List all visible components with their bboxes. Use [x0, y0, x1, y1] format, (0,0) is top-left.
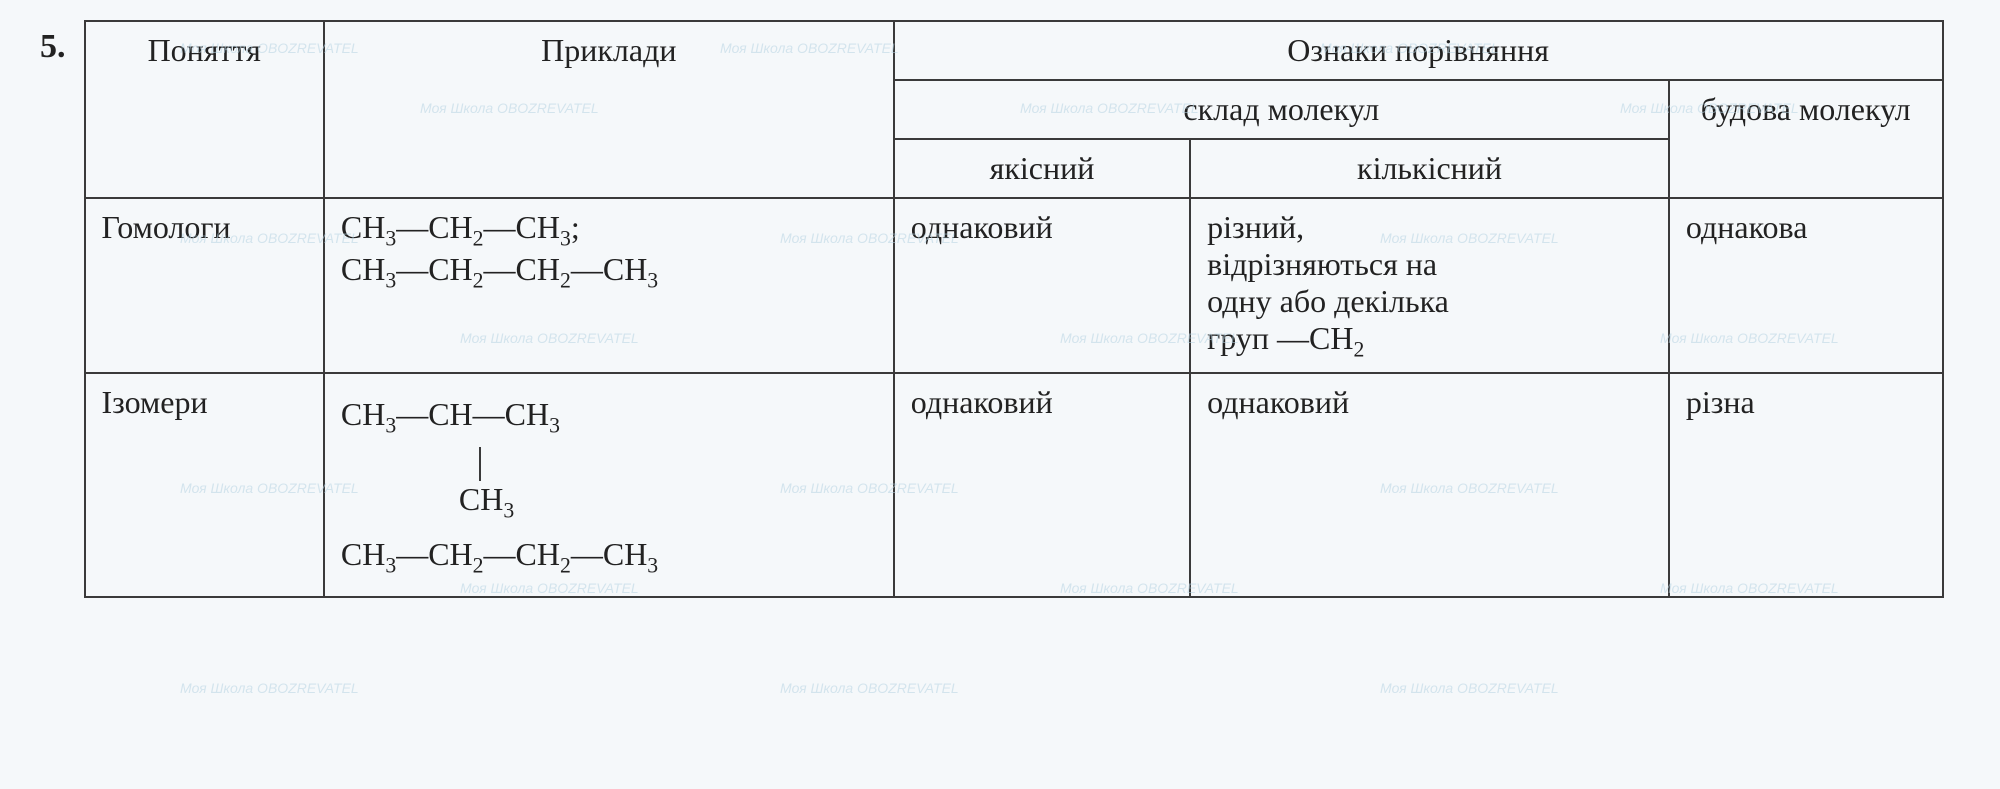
cell-concept: Ізомери: [85, 373, 324, 597]
cell-examples: CH3—CH2—CH3;CH3—CH2—CH2—CH3: [324, 198, 894, 373]
header-examples: Приклади: [324, 21, 894, 198]
comparison-table: Поняття Приклади Ознаки порівняння склад…: [84, 20, 1944, 598]
watermark: Моя Школа OBOZREVATEL: [1380, 680, 1559, 696]
watermark: Моя Школа OBOZREVATEL: [180, 680, 359, 696]
header-row-1: Поняття Приклади Ознаки порівняння: [85, 21, 1943, 80]
watermark: Моя Школа OBOZREVATEL: [780, 680, 959, 696]
cell-quantitative: однаковий: [1190, 373, 1669, 597]
cell-concept: Гомологи: [85, 198, 324, 373]
cell-structure: однакова: [1669, 198, 1943, 373]
cell-qualitative: однаковий: [894, 198, 1190, 373]
table-row: Ізомери CH3—CH—CH3CH3CH3—CH2—CH2—CH3 одн…: [85, 373, 1943, 597]
header-composition: склад молекул: [894, 80, 1669, 139]
header-structure: будова молекул: [1669, 80, 1943, 198]
header-concept: Поняття: [85, 21, 324, 198]
cell-examples: CH3—CH—CH3CH3CH3—CH2—CH2—CH3: [324, 373, 894, 597]
header-features: Ознаки порівняння: [894, 21, 1943, 80]
question-number: 5.: [40, 28, 66, 66]
cell-qualitative: однаковий: [894, 373, 1190, 597]
header-qualitative: якісний: [894, 139, 1190, 198]
cell-quantitative: різний,відрізняються наодну або декілька…: [1190, 198, 1669, 373]
table-row: Гомологи CH3—CH2—CH3;CH3—CH2—CH2—CH3 одн…: [85, 198, 1943, 373]
cell-structure: різна: [1669, 373, 1943, 597]
header-quantitative: кількісний: [1190, 139, 1669, 198]
page-root: 5. Поняття Приклади Ознаки порівняння ск…: [40, 20, 1960, 598]
